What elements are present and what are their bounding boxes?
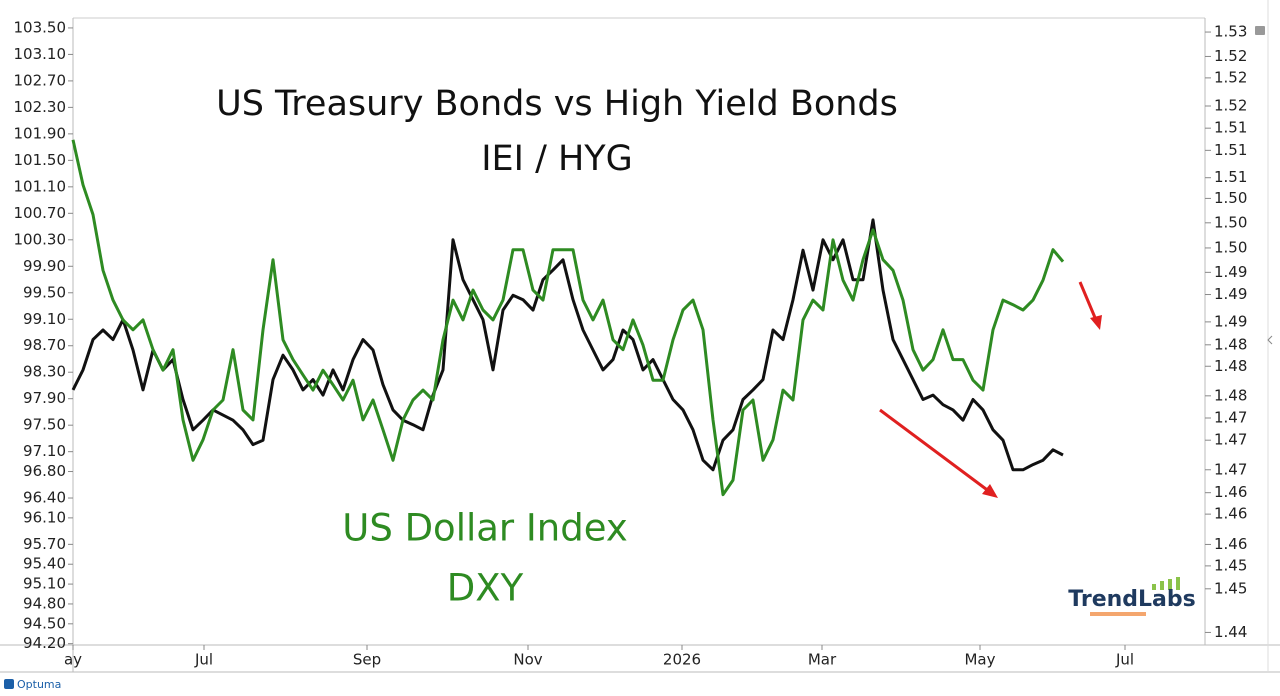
x-tick-label: Jul <box>1115 651 1134 669</box>
y-tick-label: 99.10 <box>23 310 66 328</box>
arrows <box>879 281 1102 498</box>
y-tick-label: 101.50 <box>14 151 67 169</box>
annotation: US Dollar Index <box>342 507 628 550</box>
chart-title: US Treasury Bonds vs High Yield Bonds <box>216 84 898 124</box>
logo: TrendLabs <box>1068 577 1196 616</box>
arrow <box>1078 281 1098 321</box>
y-tick-label: 101.90 <box>14 124 67 142</box>
y2-tick-label: 1.53 <box>1214 23 1247 41</box>
logo-bar <box>1160 581 1164 590</box>
y-tick-label: 98.70 <box>23 336 66 354</box>
x-tick-label: Jul <box>194 651 213 669</box>
y2-tick-label: 1.50 <box>1214 238 1247 256</box>
logo-bar <box>1176 577 1180 590</box>
y2-tick-label: 1.48 <box>1214 386 1247 404</box>
x-tick-label: May <box>964 651 995 669</box>
y-tick-label: 97.90 <box>23 389 66 407</box>
y2-tick-label: 1.47 <box>1214 409 1247 427</box>
y2-tick-label: 1.51 <box>1214 119 1247 137</box>
y2-tick-label: 1.45 <box>1214 579 1247 597</box>
y2-tick-label: 1.48 <box>1214 357 1247 375</box>
y-tick-label: 94.20 <box>23 634 66 652</box>
y2-tick-label: 1.48 <box>1214 335 1247 353</box>
y2-tick-label: 1.47 <box>1214 460 1247 478</box>
y2-tick-label: 1.46 <box>1214 535 1247 553</box>
y-tick-label: 94.80 <box>23 594 66 612</box>
arrow <box>879 408 991 494</box>
y-tick-label: 97.10 <box>23 442 66 460</box>
y2-tick-label: 1.52 <box>1214 68 1247 86</box>
y2-tick-label: 1.52 <box>1214 96 1247 114</box>
y-tick-label: 102.30 <box>14 98 67 116</box>
series-line <box>71 139 1065 497</box>
y-tick-label: 103.50 <box>14 18 67 36</box>
y-tick-label: 102.70 <box>14 71 67 89</box>
y2-tick-label: 1.50 <box>1214 213 1247 231</box>
series-label: IEI / HYG <box>481 139 633 179</box>
x-tick-label: ay <box>64 651 82 669</box>
y2-tick-label: 1.46 <box>1214 505 1247 523</box>
y-tick-label: 95.70 <box>23 535 66 553</box>
logo-text: TrendLabs <box>1068 587 1195 612</box>
logo-bar <box>1168 579 1172 590</box>
y-tick-label: 103.10 <box>14 45 67 63</box>
logo-bar <box>1152 584 1156 590</box>
y2-tick-label: 1.52 <box>1214 47 1247 65</box>
panel-toggle[interactable] <box>1267 335 1273 345</box>
y2-tick-label: 1.45 <box>1214 556 1247 574</box>
x-tick-label: 2026 <box>663 651 701 669</box>
y-tick-label: 96.40 <box>23 489 66 507</box>
y-tick-label: 96.80 <box>23 462 66 480</box>
series-label: DXY <box>447 567 524 610</box>
y-tick-label: 96.10 <box>23 508 66 526</box>
y-tick-label: 94.50 <box>23 614 66 632</box>
y-tick-label: 99.90 <box>23 257 66 275</box>
y-tick-label: 97.50 <box>23 416 66 434</box>
series-line <box>71 218 1064 472</box>
x-tick-label: Nov <box>513 651 542 669</box>
y2-tick-label: 1.51 <box>1214 168 1247 186</box>
y2-tick-label: 1.46 <box>1214 483 1247 501</box>
arrow-head <box>982 484 998 498</box>
x-tick-label: Sep <box>353 651 381 669</box>
y2-tick-label: 1.50 <box>1214 189 1247 207</box>
y-tick-label: 100.30 <box>14 230 67 248</box>
y-tick-label: 95.40 <box>23 555 66 573</box>
y-tick-label: 100.70 <box>14 204 67 222</box>
y2-tick-label: 1.49 <box>1214 312 1247 330</box>
y2-tick-label: 1.47 <box>1214 431 1247 449</box>
y2-tick-label: 1.51 <box>1214 141 1247 159</box>
y-tick-label: 101.10 <box>14 177 67 195</box>
y-tick-label: 99.50 <box>23 283 66 301</box>
y-tick-label: 98.30 <box>23 363 66 381</box>
logo-underline <box>1090 612 1146 616</box>
lock-icon[interactable] <box>1255 26 1265 35</box>
source: Optuma <box>17 678 61 691</box>
y-tick-label: 95.10 <box>23 575 66 593</box>
y2-tick-label: 1.49 <box>1214 263 1247 281</box>
y2-tick-label: 1.49 <box>1214 285 1247 303</box>
x-tick-label: Mar <box>808 651 837 669</box>
y2-tick-label: 1.44 <box>1214 623 1247 641</box>
source-icon <box>4 679 14 689</box>
arrow-head <box>1090 315 1102 330</box>
